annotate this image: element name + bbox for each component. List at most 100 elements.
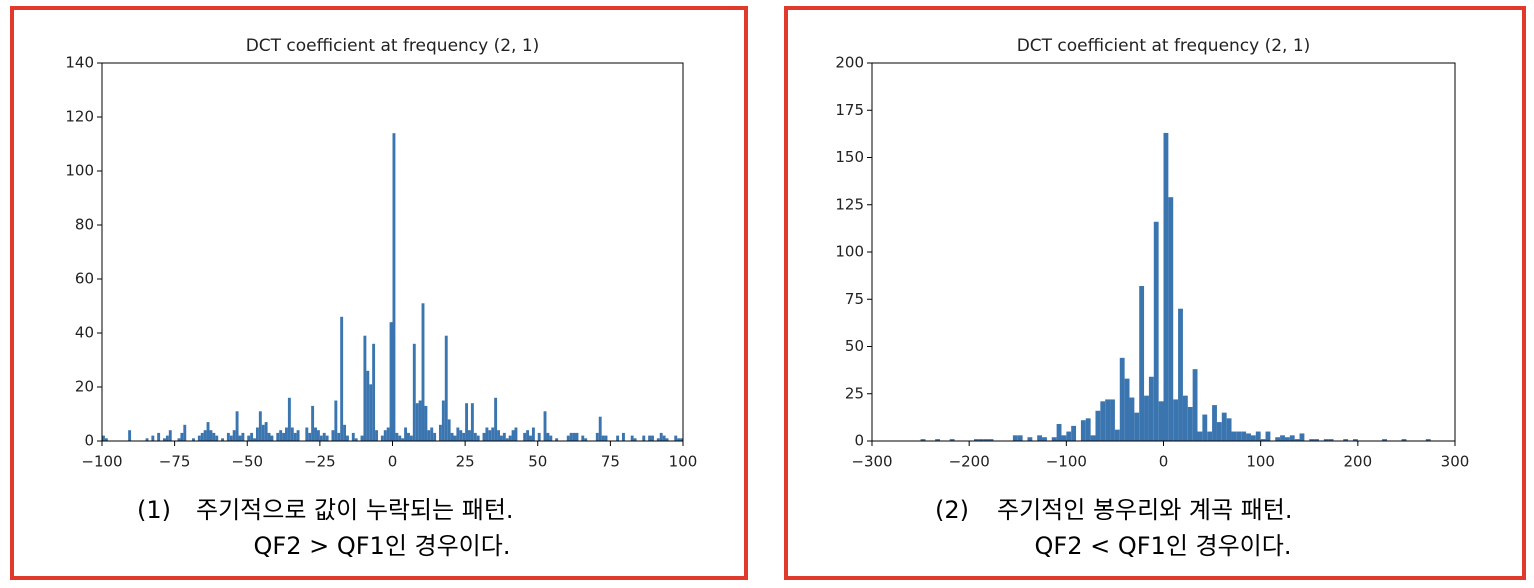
bar bbox=[438, 424, 442, 441]
bar bbox=[595, 432, 599, 441]
bar bbox=[427, 430, 431, 441]
bar bbox=[450, 432, 454, 441]
bar bbox=[180, 432, 184, 441]
bar bbox=[1289, 435, 1295, 441]
bar bbox=[192, 438, 195, 441]
bar bbox=[1080, 420, 1086, 441]
y-tick-label: 50 bbox=[845, 337, 864, 355]
bar bbox=[308, 432, 312, 441]
bar bbox=[648, 435, 652, 441]
bar bbox=[322, 432, 326, 441]
bar bbox=[920, 439, 926, 441]
bar bbox=[366, 370, 370, 441]
bar bbox=[616, 435, 620, 441]
bar bbox=[293, 432, 297, 441]
bar bbox=[1012, 435, 1018, 441]
bar bbox=[1056, 423, 1062, 441]
bar bbox=[462, 432, 466, 441]
x-tick-label: −25 bbox=[304, 453, 336, 471]
x-tick-label: 100 bbox=[669, 453, 698, 471]
bar bbox=[279, 430, 283, 441]
x-tick-label: −100 bbox=[1046, 453, 1087, 471]
x-tick-label: 50 bbox=[528, 453, 547, 471]
caption-line: QF2 > QF1인 경우이다. bbox=[254, 532, 511, 560]
bar bbox=[226, 432, 230, 441]
bar bbox=[1275, 437, 1281, 441]
bar bbox=[949, 439, 955, 441]
bar bbox=[456, 427, 460, 441]
bar bbox=[354, 438, 358, 441]
bar bbox=[575, 432, 579, 441]
bar bbox=[375, 430, 378, 441]
bar bbox=[331, 430, 335, 441]
bar bbox=[360, 435, 364, 441]
bar bbox=[447, 419, 451, 441]
bar bbox=[988, 439, 994, 441]
bar bbox=[163, 438, 166, 441]
bar bbox=[526, 430, 530, 441]
bar bbox=[680, 438, 683, 441]
bar bbox=[581, 435, 585, 441]
bar bbox=[343, 424, 347, 441]
x-tick-label: −200 bbox=[949, 453, 990, 471]
bar bbox=[569, 432, 573, 441]
bar bbox=[145, 438, 149, 441]
bar bbox=[1187, 406, 1193, 441]
bar bbox=[1168, 197, 1174, 441]
bar bbox=[258, 411, 262, 441]
x-tick-label: 100 bbox=[1246, 453, 1275, 471]
bar bbox=[473, 432, 477, 441]
bar bbox=[677, 438, 681, 441]
chart-title: DCT coefficient at frequency (2, 1) bbox=[246, 36, 540, 56]
bar bbox=[935, 439, 941, 441]
y-tick-label: 150 bbox=[835, 148, 864, 166]
x-tick-label: −75 bbox=[159, 453, 191, 471]
bar bbox=[1226, 418, 1232, 441]
bar bbox=[177, 438, 181, 441]
bar bbox=[346, 435, 349, 441]
bar bbox=[482, 432, 486, 441]
bar bbox=[314, 427, 317, 441]
bar bbox=[1192, 369, 1198, 441]
bar bbox=[1309, 439, 1315, 441]
bar bbox=[200, 432, 204, 441]
bar bbox=[1037, 435, 1043, 441]
bar bbox=[470, 403, 474, 441]
bar bbox=[197, 435, 201, 441]
bar bbox=[1255, 431, 1261, 441]
bar bbox=[1163, 132, 1169, 441]
bar bbox=[1343, 439, 1349, 441]
bar bbox=[529, 435, 532, 441]
bar bbox=[494, 397, 498, 441]
bar bbox=[325, 435, 329, 441]
bar bbox=[1100, 401, 1106, 441]
bar bbox=[1071, 425, 1077, 441]
bar bbox=[1284, 437, 1290, 441]
bar bbox=[1066, 431, 1072, 441]
bar bbox=[104, 438, 108, 441]
x-tick-label: 0 bbox=[388, 453, 398, 471]
bar bbox=[1250, 435, 1256, 441]
bar bbox=[1323, 439, 1329, 441]
bar bbox=[340, 316, 344, 441]
bar bbox=[497, 430, 500, 441]
y-tick-label: 0 bbox=[84, 432, 94, 450]
bar bbox=[1110, 399, 1115, 441]
bar bbox=[531, 427, 535, 441]
bar bbox=[433, 432, 437, 441]
bar bbox=[386, 427, 390, 441]
bar bbox=[372, 343, 376, 441]
x-tick-label: 25 bbox=[456, 453, 475, 471]
bar bbox=[555, 438, 559, 441]
y-tick-label: 120 bbox=[65, 108, 94, 126]
bar bbox=[264, 422, 268, 441]
bar bbox=[235, 411, 239, 441]
bar bbox=[604, 435, 608, 441]
bar bbox=[468, 430, 471, 441]
bar bbox=[316, 430, 320, 441]
bar bbox=[651, 435, 654, 441]
bar bbox=[369, 384, 373, 441]
chart-title: DCT coefficient at frequency (2, 1) bbox=[1017, 36, 1311, 56]
bar bbox=[238, 435, 242, 441]
bar bbox=[247, 435, 251, 441]
